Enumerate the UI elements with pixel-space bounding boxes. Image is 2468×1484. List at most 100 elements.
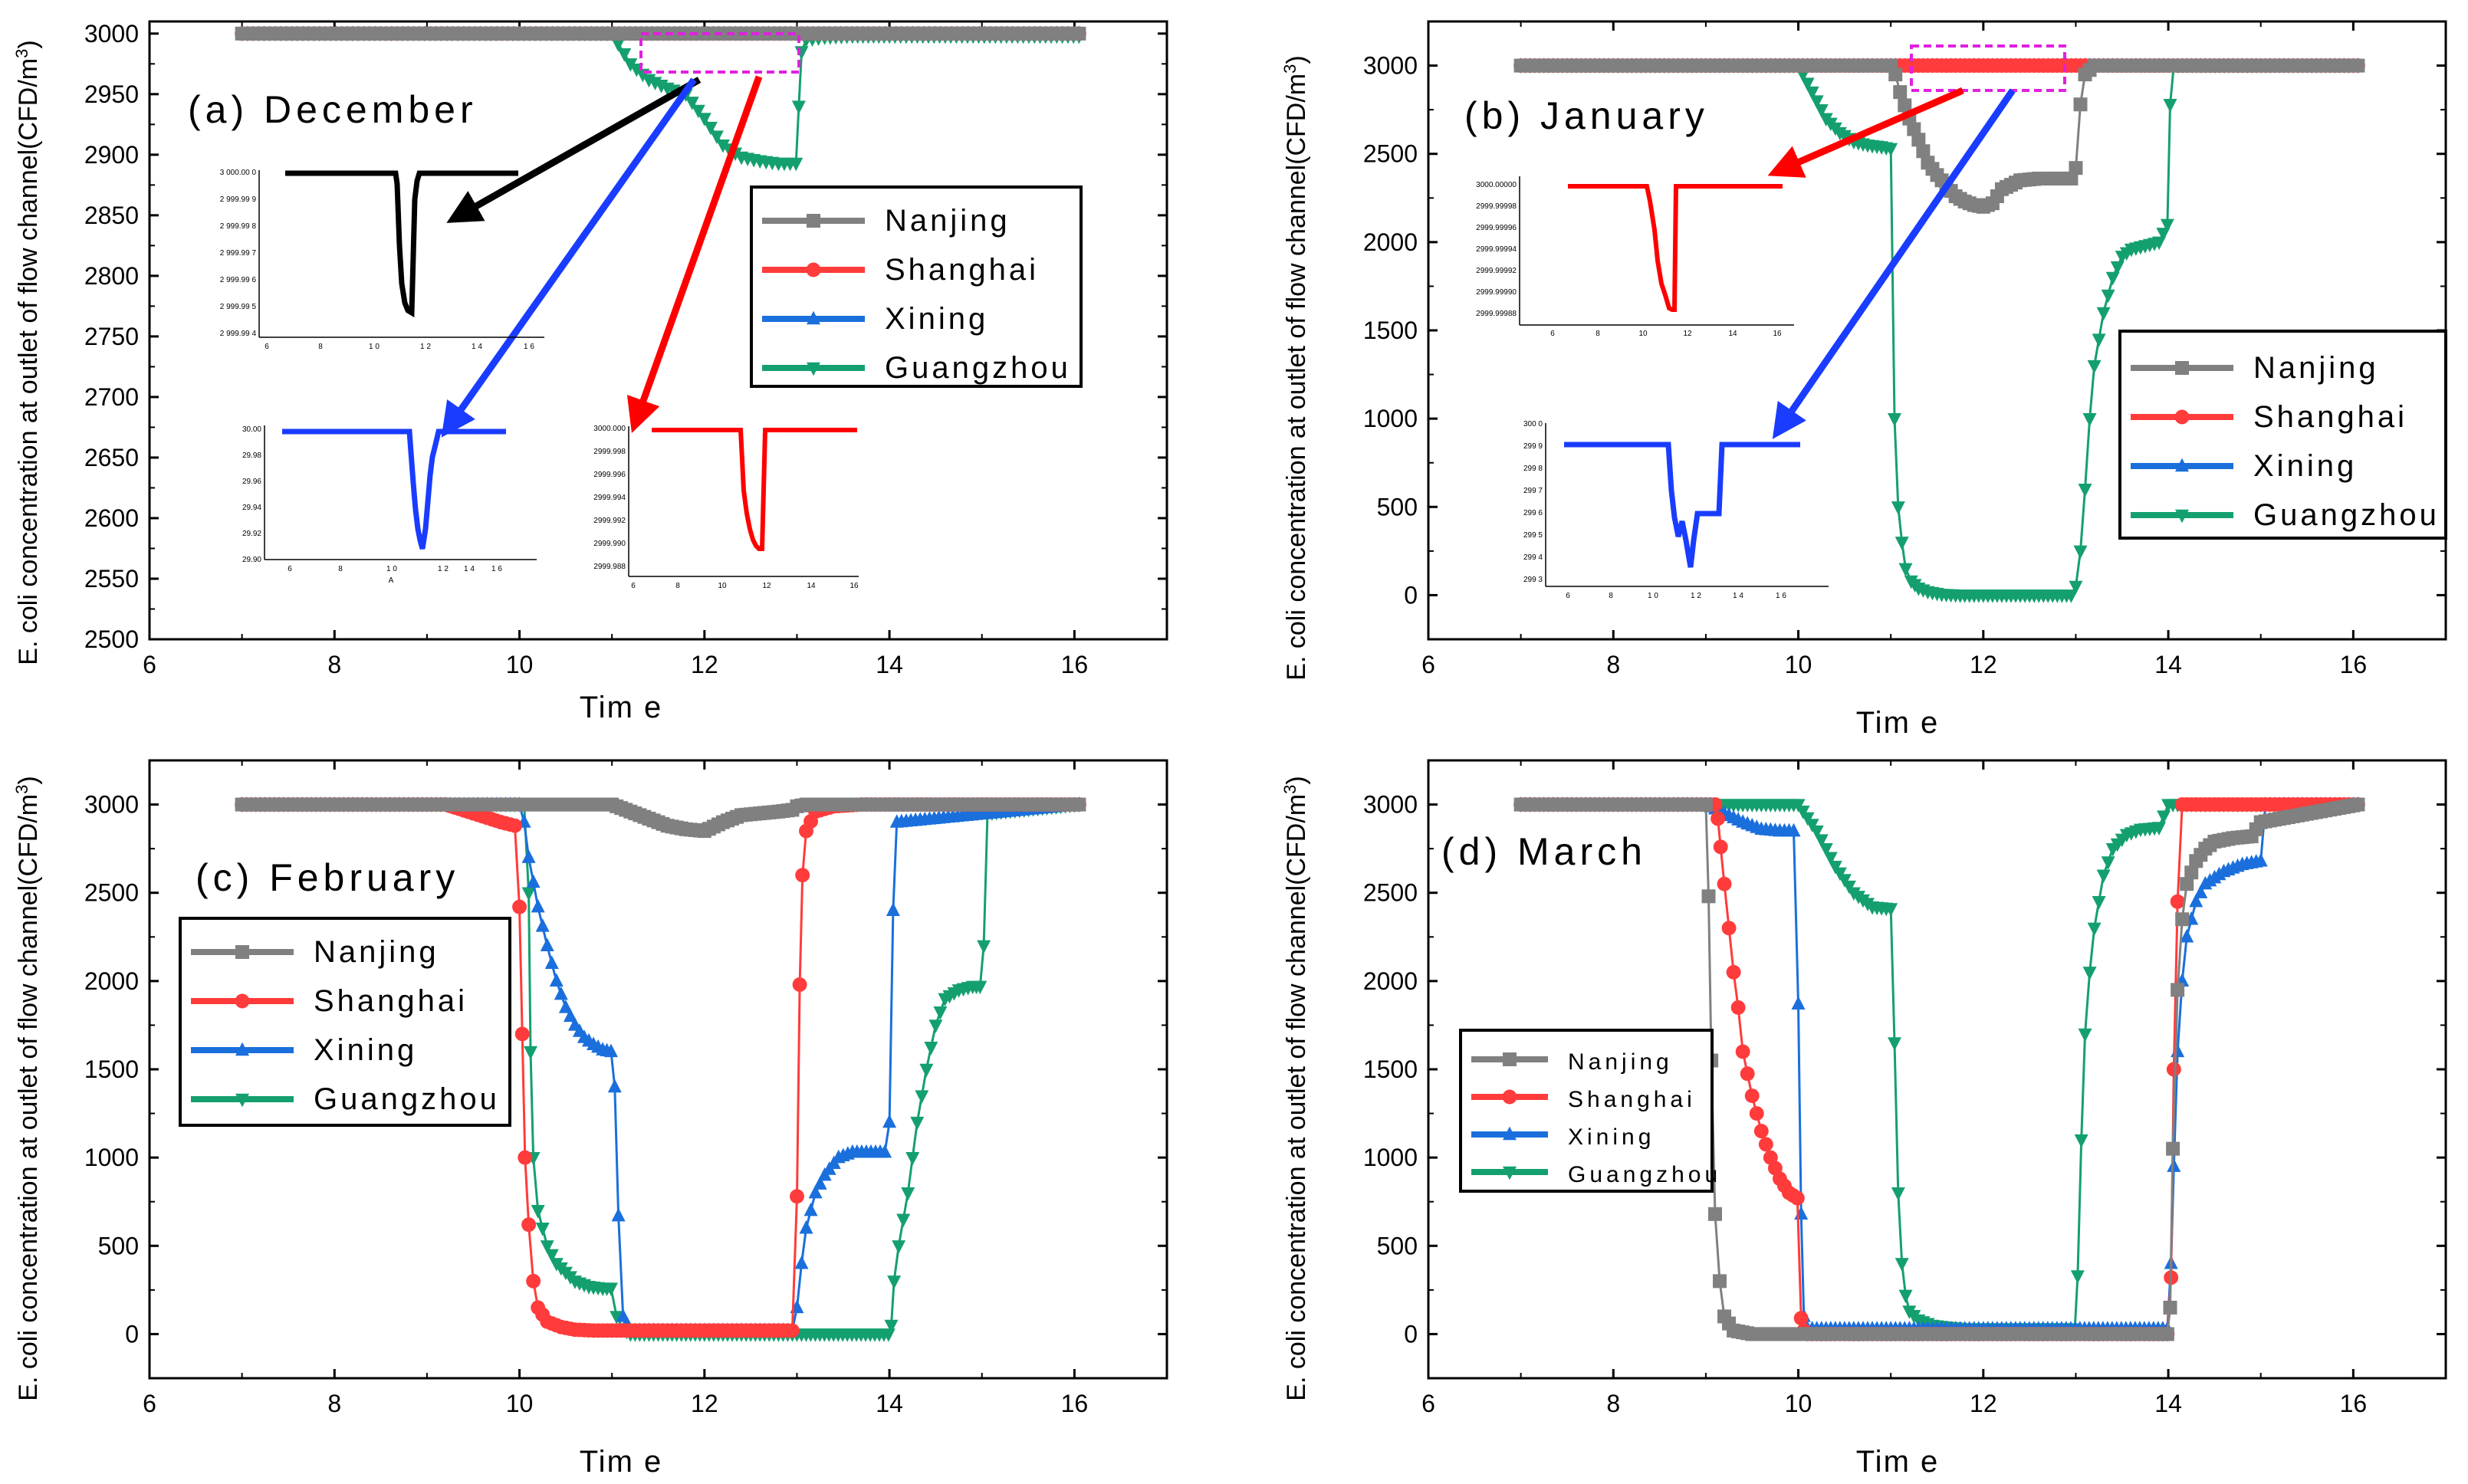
series-a [235, 25, 1086, 172]
legend-label: Guangzhou [885, 351, 1071, 385]
data-point [933, 1006, 948, 1020]
panel-b: 0 500 1000 1500 2000 2500 3000 6 8 10 12 14 16 (b) … [1280, 20, 2447, 740]
data-point [535, 1223, 550, 1236]
inset-ytick: 299 4 [1523, 553, 1543, 562]
data-point [1711, 811, 1726, 826]
y-tick-label: 0 [125, 1320, 139, 1348]
x-tick-label: 14 [2154, 651, 2182, 678]
data-point [2092, 333, 2106, 347]
zoom-arrow-blue-b [1772, 88, 2016, 439]
legend-label: Xining [314, 1033, 417, 1067]
data-point [1893, 85, 1908, 100]
data-point [2096, 869, 2111, 884]
x-tick-label: 14 [876, 1390, 903, 1417]
legend-label: Nanjing [1568, 1049, 1673, 1075]
data-point [508, 818, 522, 833]
data-point [2157, 810, 2171, 824]
data-point [803, 1202, 818, 1216]
inset-curve [282, 428, 506, 550]
zoom-arrow-black-a [446, 77, 702, 223]
data-point [1809, 825, 1824, 839]
inset-a-red: 3000.000 2999.998 2999.996 2999.994 2999… [593, 425, 859, 590]
inset-ytick: 2999.99992 [1476, 267, 1517, 275]
data-point [2156, 228, 2171, 241]
y-tick-label: 2000 [84, 967, 139, 995]
data-point [1809, 95, 1824, 109]
x-axis-label-b: Tim e [1856, 706, 1940, 740]
data-point [521, 887, 536, 901]
x-axis-label-a: Tim e [580, 691, 663, 724]
y-tick-label: 2500 [84, 625, 139, 653]
data-point [799, 1220, 813, 1234]
data-point [544, 1249, 559, 1263]
inset-xtick: 1 0 [1648, 592, 1658, 600]
x-tick-label: 10 [506, 1390, 534, 1417]
data-point [2078, 484, 2092, 497]
legend-marker [1502, 1089, 1517, 1105]
data-point [881, 1328, 896, 1342]
data-point [1911, 133, 1926, 147]
data-point [691, 104, 705, 119]
zoom-box-b [1910, 44, 2066, 92]
data-point [910, 1116, 925, 1131]
data-point [808, 1184, 823, 1199]
inset-ytick: 2 999.99 6 [220, 276, 257, 284]
y-tick-label: 2850 [84, 202, 139, 229]
inset-ytick: 2 999.99 5 [220, 303, 257, 311]
inset-a-black: 3 000.00 0 2 999.99 9 2 999.99 8 2 999.9… [220, 169, 544, 351]
legend-label: Nanjing [314, 935, 439, 969]
y-tick-label: 1500 [84, 1056, 139, 1083]
data-point [2073, 545, 2088, 560]
data-point [2064, 589, 2079, 603]
data-point [540, 937, 554, 951]
legend-d: Nanjing Shanghai Xining Guangzhou [1459, 1029, 1717, 1193]
data-point [2105, 271, 2120, 286]
legend-entry-guangzhou: Guangzhou [1471, 1162, 1717, 1187]
data-point [1735, 1044, 1750, 1059]
x-tick-label: 8 [327, 651, 341, 678]
legend-marker [807, 310, 820, 325]
legend-marker [1503, 1052, 1517, 1066]
data-point [1823, 852, 1838, 866]
x-tick-label: 8 [327, 1390, 341, 1417]
legend-marker [1503, 1126, 1517, 1141]
y-tick-label: 2550 [84, 565, 139, 593]
data-point [2160, 218, 2174, 233]
y-tick-label: 2600 [84, 504, 139, 532]
inset-ytick: 299 8 [1523, 465, 1543, 473]
inset-ytick: 2999.992 [593, 517, 626, 525]
panel-title-d: (d) March [1441, 830, 1647, 873]
data-point [610, 1311, 624, 1325]
data-point [1786, 822, 1801, 837]
inset-ytick: 299 3 [1523, 576, 1543, 584]
data-point [540, 1240, 554, 1254]
legend-entry-shanghai: Shanghai [2131, 400, 2404, 434]
inset-ytick: 299 7 [1523, 487, 1543, 495]
legend-label: Nanjing [885, 204, 1011, 238]
data-point [1884, 143, 1898, 157]
inset-ytick: 29.94 [242, 504, 261, 512]
inset-ytick: 29.96 [242, 478, 261, 486]
data-point [794, 46, 809, 60]
data-point [2163, 99, 2177, 113]
data-point [1898, 563, 1913, 577]
data-point [715, 140, 730, 153]
data-point [2175, 912, 2190, 927]
inset-xtick: 8 [318, 343, 323, 351]
data-point [2101, 289, 2115, 304]
data-point [784, 1323, 800, 1338]
data-point [558, 1000, 573, 1013]
inset-ytick: 299 9 [1523, 442, 1543, 451]
data-point [2087, 360, 2102, 374]
y-tick-label: 2500 [1363, 879, 1418, 907]
x-axis-label-d: Tim e [1856, 1445, 1940, 1479]
legend-entry-nanjing: Nanjing [191, 935, 439, 969]
x-tick-label: 16 [2340, 651, 2368, 678]
legend-entry-shanghai: Shanghai [1471, 1087, 1692, 1112]
data-point [1072, 797, 1086, 812]
data-point [603, 1282, 618, 1296]
data-point [2069, 161, 2083, 176]
y-tick-label: 1000 [1363, 1144, 1418, 1171]
data-point [611, 1207, 626, 1222]
legend-label: Guangzhou [2253, 498, 2440, 532]
